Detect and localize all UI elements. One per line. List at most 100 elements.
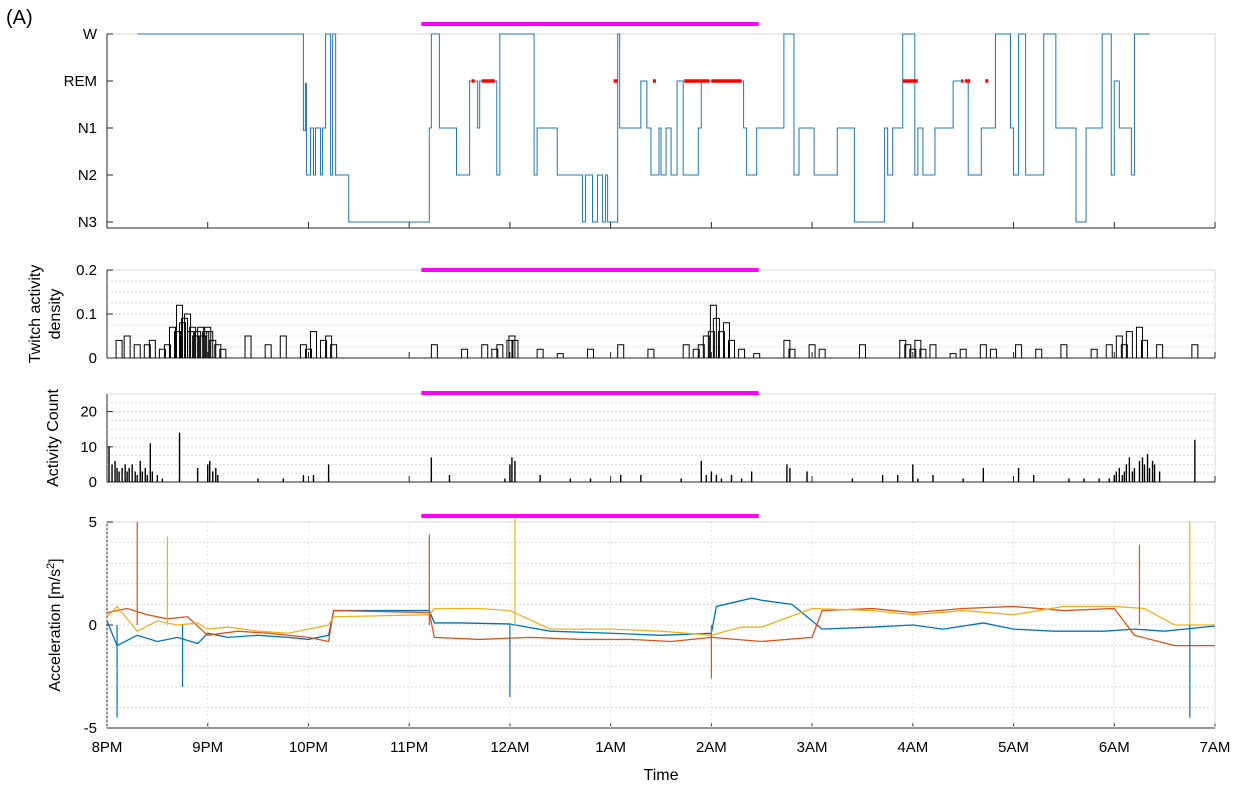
density-bar — [176, 304, 184, 358]
density-bar — [506, 339, 514, 358]
y-tick-label: 0.2 — [76, 262, 97, 279]
density-bar — [909, 348, 917, 358]
y-tick-label: N3 — [78, 214, 97, 231]
density-bar — [115, 339, 123, 358]
density-bar — [320, 339, 328, 358]
hypnogram-panel: W REM N1 N2 N3 — [64, 22, 1216, 231]
x-tick-label: 4AM — [897, 739, 928, 756]
x-tick-label: 9PM — [192, 739, 223, 756]
density-bar — [491, 348, 499, 358]
x-tick-label: 5AM — [998, 739, 1029, 756]
density-bar — [1140, 339, 1148, 358]
density-bar — [536, 348, 544, 358]
density-bar — [586, 348, 594, 358]
density-bar — [143, 344, 151, 358]
y-tick-label: 0 — [89, 474, 97, 491]
density-bar — [174, 331, 182, 358]
density-bar — [189, 326, 197, 358]
y-tick-label: 20 — [80, 404, 97, 421]
density-bar — [717, 331, 725, 358]
y-axis-title: Acceleration [m/s2] — [45, 558, 64, 691]
density-bar — [1060, 344, 1068, 358]
density-bar — [979, 344, 987, 358]
density-bar — [989, 348, 997, 358]
density-bar — [461, 348, 469, 358]
density-bar — [919, 348, 927, 358]
stage-trace — [137, 33, 1150, 223]
density-bar — [206, 331, 214, 358]
activity-count-panel: 0 10 20 Activity Count — [45, 389, 1216, 491]
acceleration-panel: 5 0 -5 Acceleration [m/s2] — [45, 514, 1216, 737]
density-bar — [430, 344, 438, 358]
density-bar — [123, 335, 131, 358]
density-bar — [899, 339, 907, 358]
y-tick-label: N2 — [78, 167, 97, 184]
density-bar — [949, 353, 957, 358]
density-bar — [163, 344, 171, 358]
panel-label: (A) — [6, 7, 33, 29]
density-bar — [264, 344, 272, 358]
x-tick-label: 2AM — [696, 739, 727, 756]
density-bar — [496, 344, 504, 358]
density-bar — [707, 331, 715, 358]
density-bar — [168, 326, 176, 358]
y-tick-label: 0 — [89, 617, 97, 634]
density-bar — [204, 326, 212, 358]
density-bar — [728, 339, 736, 358]
x-tick-label: 7AM — [1200, 739, 1231, 756]
density-bar — [556, 353, 564, 358]
y-tick-label: REM — [64, 73, 97, 90]
density-bar — [325, 335, 333, 358]
x-tick-label: 11PM — [390, 739, 428, 756]
x-tick-label: 12AM — [490, 739, 529, 756]
density-bar — [279, 335, 287, 358]
y-axis-title: Activity Count — [45, 389, 62, 487]
density-bar — [209, 339, 217, 358]
y-tick-label: 0 — [89, 350, 97, 367]
density-bar — [179, 322, 187, 358]
density-bar — [187, 331, 195, 358]
x-tick-label: 8PM — [92, 739, 123, 756]
density-bar — [1035, 348, 1043, 358]
y-tick-label: 5 — [89, 514, 97, 531]
acceleration-trace — [106, 597, 1216, 647]
density-bar — [214, 344, 222, 358]
density-bar — [508, 335, 516, 358]
y-tick-label: 0.1 — [76, 306, 97, 323]
density-bar — [1135, 326, 1143, 358]
acceleration-trace — [106, 605, 1215, 647]
density-bar — [858, 344, 866, 358]
x-axis-title: Time — [644, 767, 679, 784]
x-tick-label: 3AM — [797, 739, 828, 756]
density-bar — [202, 331, 210, 358]
density-bar — [682, 344, 690, 358]
density-bar — [1105, 344, 1113, 358]
density-bar — [712, 317, 720, 358]
density-bar — [1015, 344, 1023, 358]
density-bar — [309, 331, 317, 358]
y-axis-title: Twitch activity — [27, 265, 44, 364]
x-tick-label: 6AM — [1099, 739, 1130, 756]
x-tick-label: 1AM — [595, 739, 626, 756]
y-tick-label: 10 — [80, 439, 97, 456]
density-bar — [738, 348, 746, 358]
density-bar — [1090, 348, 1098, 358]
density-bar — [481, 344, 489, 358]
density-bar — [1115, 335, 1123, 358]
y-tick-label: W — [83, 26, 98, 43]
density-bar — [330, 344, 338, 358]
twitch-density-panel: 0 0.1 0.2 Twitch activity density — [27, 262, 1216, 367]
density-bar — [702, 335, 710, 358]
density-bar — [299, 344, 307, 358]
density-bar — [158, 348, 166, 358]
density-bar — [959, 348, 967, 358]
density-bar — [1120, 344, 1128, 358]
density-bar — [692, 348, 700, 358]
density-bar — [808, 344, 816, 358]
time-axis-ticks: 8PM 9PM 10PM 11PM 12AM 1AM 2AM 3AM 4AM 5AM 6AM 7AM — [92, 739, 1231, 756]
density-bar — [148, 339, 156, 358]
y-tick-label: N1 — [78, 120, 97, 137]
density-bar — [709, 304, 717, 358]
density-bar — [197, 326, 205, 358]
